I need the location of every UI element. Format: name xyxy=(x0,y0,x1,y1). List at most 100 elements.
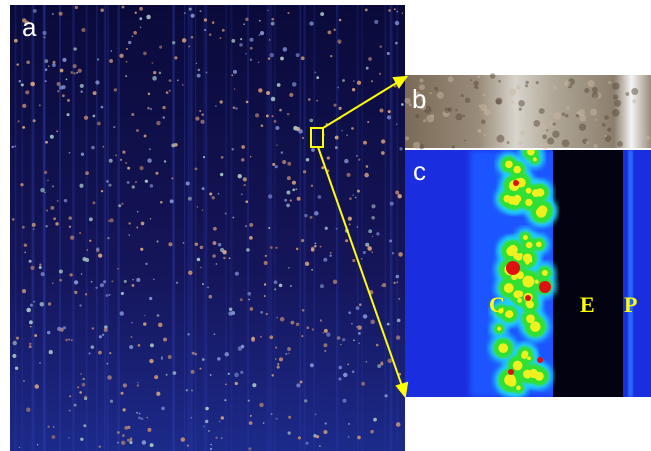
spot xyxy=(195,242,199,246)
spot xyxy=(47,426,49,428)
streak xyxy=(188,5,190,451)
spot xyxy=(131,322,133,324)
spot xyxy=(39,104,41,106)
texture xyxy=(541,88,544,91)
spot xyxy=(371,80,373,82)
spot xyxy=(137,211,139,213)
spot xyxy=(92,201,95,204)
spot xyxy=(121,441,125,445)
spot xyxy=(52,13,54,15)
spot xyxy=(122,150,125,153)
spot xyxy=(335,136,339,140)
spot xyxy=(268,57,270,59)
blob-peak xyxy=(539,281,551,293)
spot xyxy=(270,53,275,58)
spot xyxy=(260,311,263,314)
spot xyxy=(287,162,291,166)
spot xyxy=(73,72,75,74)
spot xyxy=(323,430,327,434)
spot xyxy=(115,154,117,156)
spot xyxy=(76,72,78,74)
spot xyxy=(21,83,24,86)
spot xyxy=(363,141,367,145)
spot xyxy=(39,264,41,266)
spot xyxy=(337,336,341,340)
spot xyxy=(264,283,266,285)
spot xyxy=(372,236,373,237)
spot xyxy=(22,226,25,229)
spot xyxy=(333,280,337,284)
texture xyxy=(545,81,547,83)
spot xyxy=(263,422,265,424)
spot xyxy=(132,185,135,188)
spot xyxy=(161,407,165,411)
spot xyxy=(79,304,81,306)
spot xyxy=(48,66,49,67)
spot xyxy=(301,56,305,60)
spot xyxy=(182,84,184,86)
spot xyxy=(12,218,15,221)
blob-core xyxy=(504,374,516,386)
spot xyxy=(309,21,313,25)
spot xyxy=(208,295,212,299)
spot xyxy=(73,64,77,68)
spot xyxy=(376,232,379,235)
spot xyxy=(200,10,202,12)
spot xyxy=(18,80,21,83)
texture xyxy=(617,141,623,147)
streak xyxy=(385,5,387,451)
spot xyxy=(315,413,317,415)
spot xyxy=(65,339,68,342)
spot xyxy=(368,229,372,233)
spot xyxy=(368,57,372,61)
streak xyxy=(184,5,185,451)
blob-core xyxy=(522,276,534,288)
spot xyxy=(296,323,299,326)
spot xyxy=(366,165,369,168)
spot xyxy=(221,416,224,419)
blob-core xyxy=(506,310,514,318)
spot xyxy=(274,280,278,284)
spot xyxy=(102,146,104,148)
blob-core xyxy=(521,352,528,359)
spot xyxy=(49,350,53,354)
spot xyxy=(231,74,233,76)
spot xyxy=(126,48,128,50)
spot xyxy=(117,442,119,444)
spot xyxy=(188,45,190,47)
spot xyxy=(314,245,316,247)
spot xyxy=(101,106,104,109)
spot xyxy=(125,162,127,164)
spot xyxy=(52,283,53,284)
spot xyxy=(155,172,158,175)
spot xyxy=(218,193,220,195)
spot xyxy=(302,137,304,139)
texture xyxy=(478,104,481,107)
spot xyxy=(395,21,399,25)
blob-peak xyxy=(525,295,531,301)
spot xyxy=(111,281,113,283)
texture xyxy=(613,95,618,100)
texture xyxy=(526,113,528,115)
spot xyxy=(121,392,124,395)
texture xyxy=(455,109,458,112)
spot xyxy=(91,146,95,150)
spot xyxy=(191,36,194,39)
spot xyxy=(240,38,242,40)
streak xyxy=(267,5,268,451)
streak xyxy=(303,5,305,451)
spot xyxy=(325,227,328,230)
spot xyxy=(312,328,314,330)
spot xyxy=(29,320,33,324)
spot xyxy=(208,430,210,432)
spot xyxy=(357,436,361,440)
blob-core xyxy=(513,361,523,371)
spot xyxy=(109,352,111,354)
spot xyxy=(64,199,67,202)
blob-peak xyxy=(513,180,519,186)
spot xyxy=(356,306,360,310)
texture xyxy=(444,108,450,114)
texture xyxy=(465,97,470,102)
spot xyxy=(148,93,150,95)
spot xyxy=(258,62,260,64)
